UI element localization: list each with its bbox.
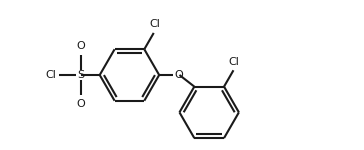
Text: O: O	[175, 70, 183, 80]
Text: Cl: Cl	[45, 70, 56, 80]
Text: O: O	[76, 99, 85, 109]
Text: O: O	[76, 41, 85, 51]
Text: S: S	[77, 70, 84, 80]
Text: Cl: Cl	[149, 19, 160, 29]
Text: Cl: Cl	[229, 57, 240, 67]
